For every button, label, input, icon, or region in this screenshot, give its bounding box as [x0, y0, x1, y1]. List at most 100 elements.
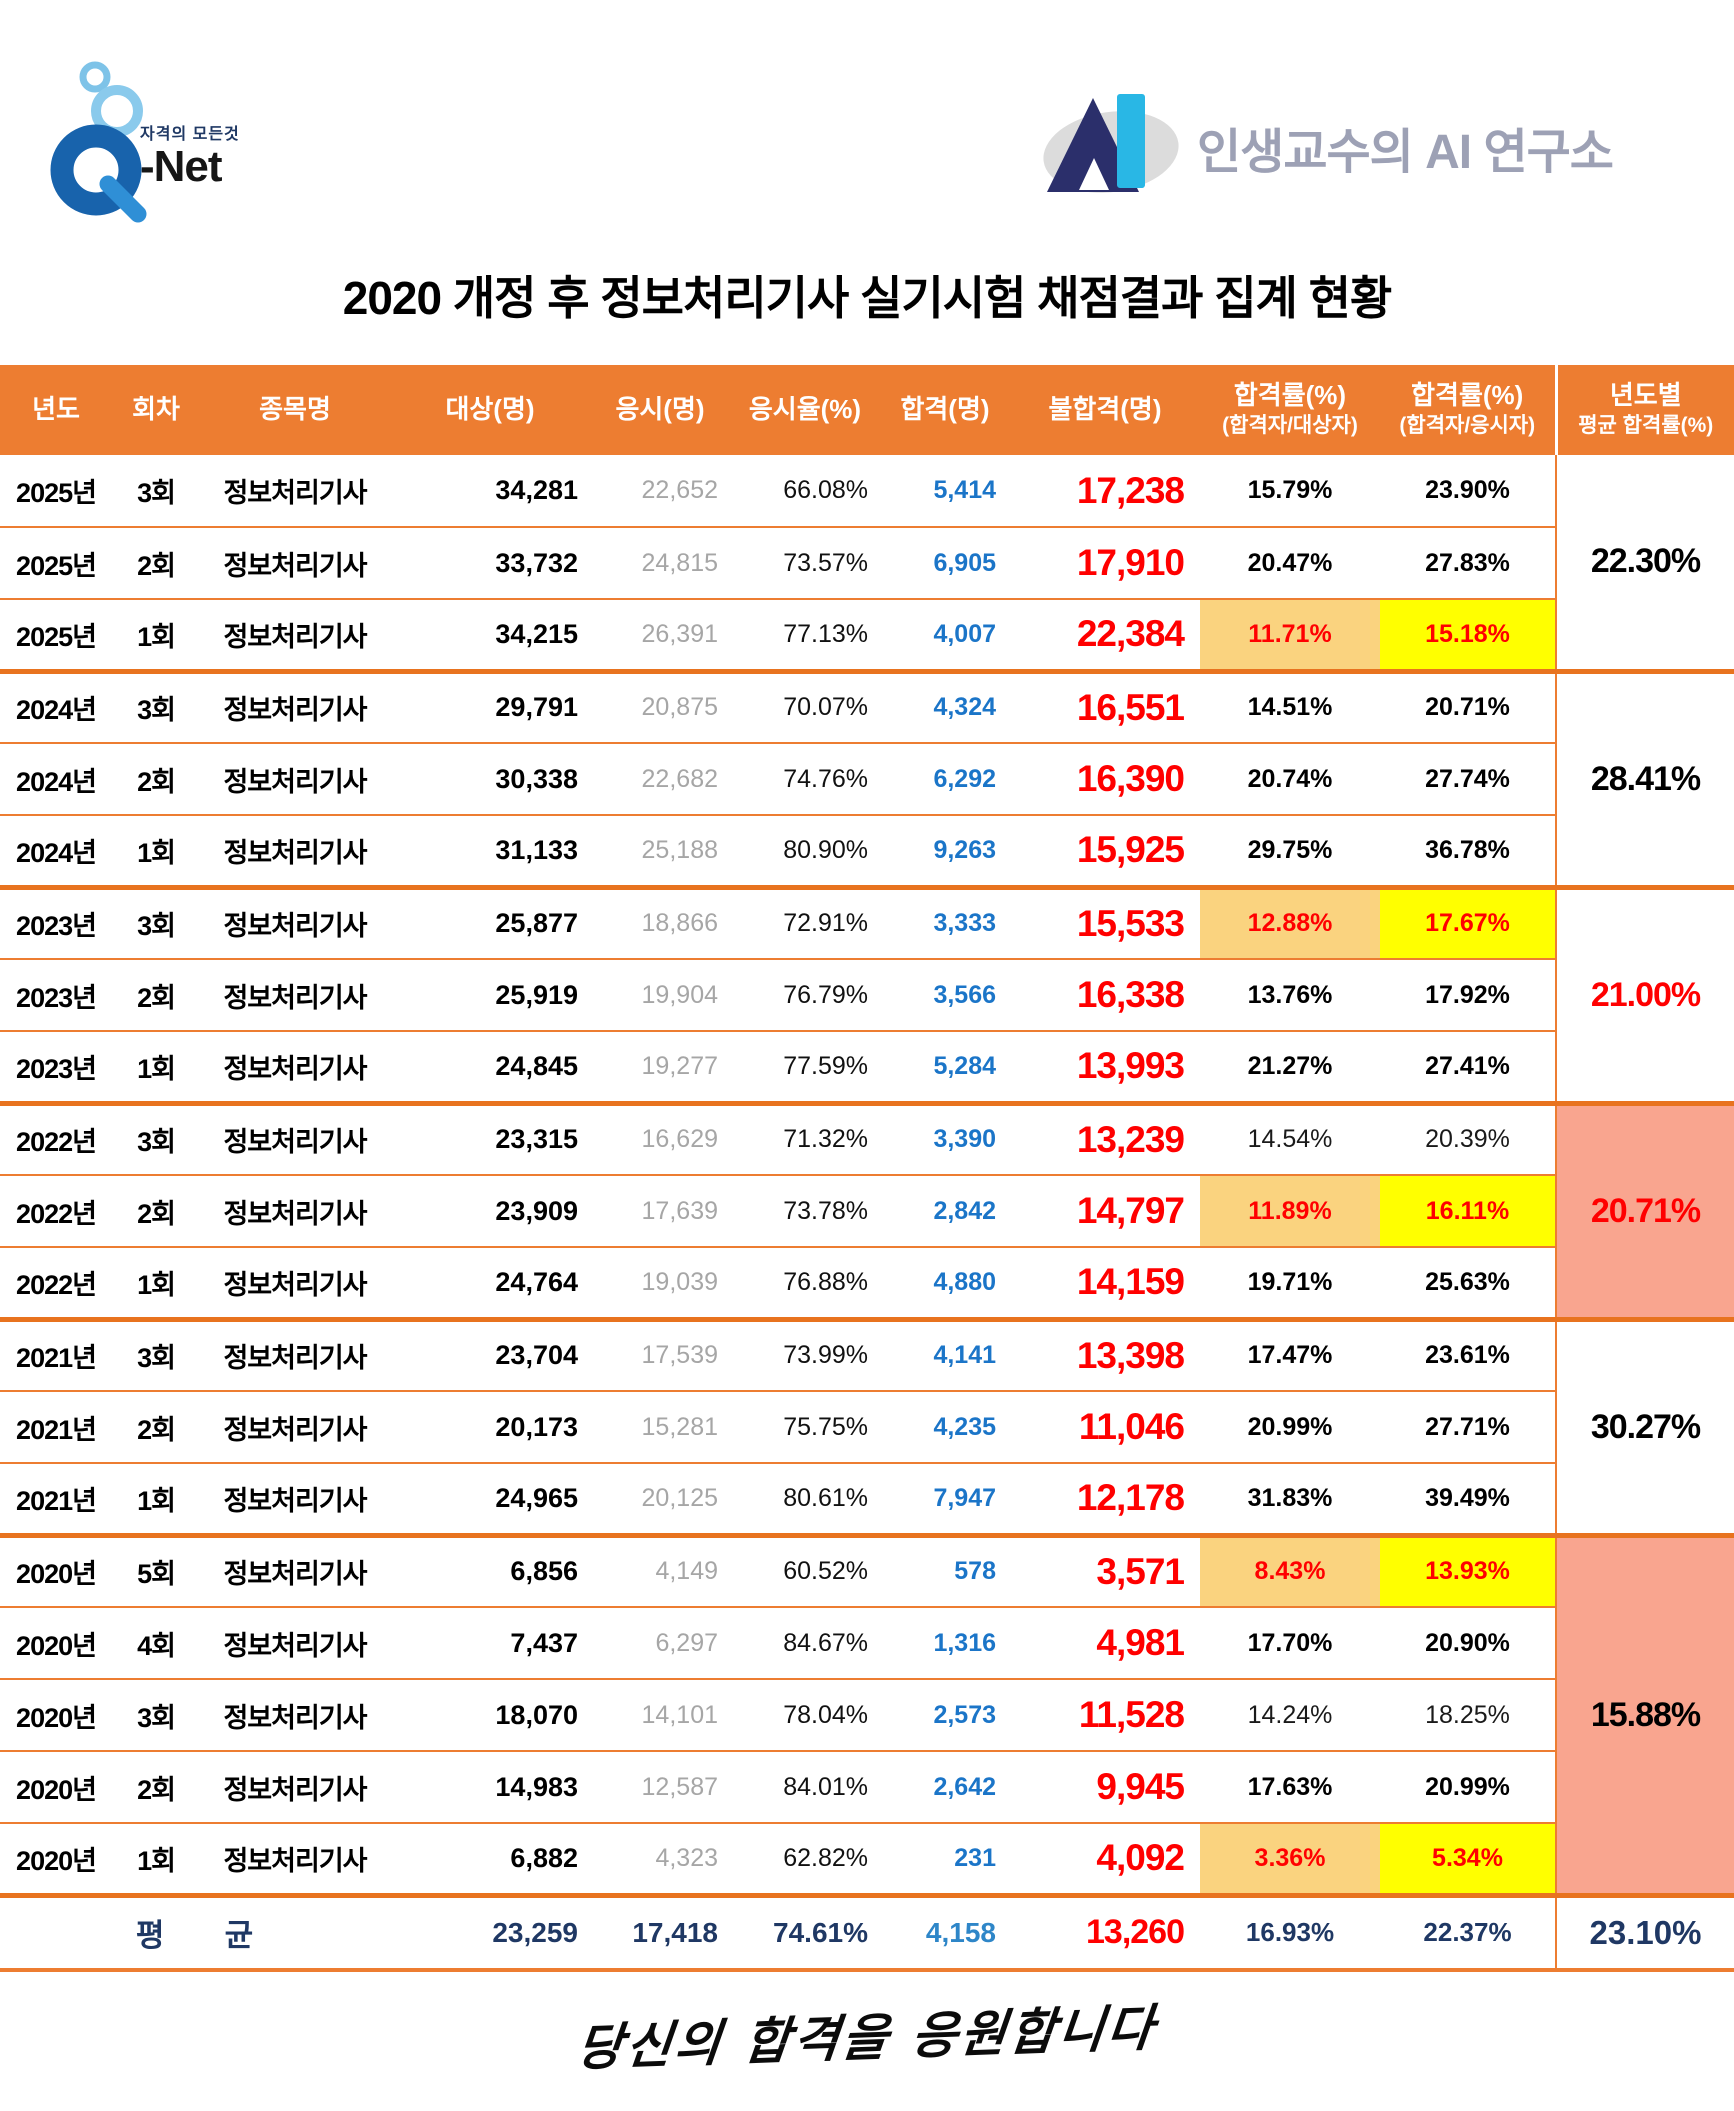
round-cell: 1회 — [112, 1246, 200, 1319]
target-count-cell: 14,983 — [390, 1750, 590, 1823]
failed-count-cell: 14,159 — [1010, 1246, 1200, 1319]
exam-row: 2023년 3회 정보처리기사 25,877 18,866 72.91% 3,333 15,5… — [0, 884, 1734, 1103]
subject-cell: 정보처리기사 — [200, 1174, 390, 1247]
apply-rate-cell: 80.61% — [730, 1462, 880, 1535]
subject-cell: 정보처리기사 — [200, 1030, 390, 1103]
round-cell: 3회 — [112, 668, 200, 743]
average-label: 평 균 — [0, 1892, 390, 1972]
pass-rate-per-applied-cell: 27.74% — [1380, 742, 1556, 815]
pass-rate-per-target-cell: 17.47% — [1200, 1316, 1380, 1391]
qnet-tagline: 자격의 모든것 — [140, 126, 240, 143]
year-cell: 2022년 — [0, 1246, 112, 1319]
failed-count-cell: 15,533 — [1010, 884, 1200, 959]
subject-cell: 정보처리기사 — [200, 1606, 390, 1679]
subject-cell: 정보처리기사 — [200, 1100, 390, 1175]
apply-rate-cell: 73.99% — [730, 1316, 880, 1391]
pass-rate-per-applied-cell: 18.25% — [1380, 1678, 1556, 1751]
column-header-3: 대상(명) — [390, 365, 590, 455]
column-header-6: 합격(명) — [880, 365, 1010, 455]
round-cell: 1회 — [112, 598, 200, 671]
pass-rate-per-applied-cell: 25.63% — [1380, 1246, 1556, 1319]
apply-rate-cell: 72.91% — [730, 884, 880, 959]
pass-rate-per-applied-cell: 17.92% — [1380, 958, 1556, 1031]
target-count-cell: 30,338 — [390, 742, 590, 815]
apply-rate-cell: 73.57% — [730, 526, 880, 599]
pass-rate-per-applied-cell: 39.49% — [1380, 1462, 1556, 1535]
year-cell: 2020년 — [0, 1678, 112, 1751]
failed-count-cell: 11,528 — [1010, 1678, 1200, 1751]
failed-count-cell: 13,398 — [1010, 1316, 1200, 1391]
page-title: 2020 개정 후 정보처리기사 실기시험 채점결과 집계 현황 — [342, 272, 1393, 324]
year-cell: 2023년 — [0, 884, 112, 959]
subject-cell: 정보처리기사 — [200, 1246, 390, 1319]
exam-row: 2025년 2회 정보처리기사 33,732 24,815 73.57% 6,905 17,9… — [0, 526, 1734, 599]
failed-count-cell: 17,238 — [1010, 455, 1200, 527]
failed-count-cell: 15,925 — [1010, 814, 1200, 887]
apply-rate-cell: 76.79% — [730, 958, 880, 1031]
passed-count-cell: 4,880 — [880, 1246, 1010, 1319]
pass-rate-per-applied-cell: 17.67% — [1380, 884, 1556, 959]
failed-count-cell: 9,945 — [1010, 1750, 1200, 1823]
results-table: 년도 회차 종목명 대상(명) 응시(명) 응시율(%) 합격(명) 불합격(명) 합격률(%)… — [0, 365, 1734, 1972]
year-cell: 2020년 — [0, 1532, 112, 1607]
failed-count-cell: 4,981 — [1010, 1606, 1200, 1679]
year-cell: 2020년 — [0, 1750, 112, 1823]
round-cell: 1회 — [112, 814, 200, 887]
year-cell: 2022년 — [0, 1100, 112, 1175]
passed-count-cell: 3,390 — [880, 1100, 1010, 1175]
round-cell: 3회 — [112, 884, 200, 959]
year-average-cell: 20.71% — [1555, 1100, 1734, 1319]
target-count-cell: 24,845 — [390, 1030, 590, 1103]
pass-rate-per-applied-cell: 27.41% — [1380, 1030, 1556, 1103]
column-header-1: 회차 — [112, 365, 200, 455]
passed-count-cell: 2,842 — [880, 1174, 1010, 1247]
apply-rate-cell: 70.07% — [730, 668, 880, 743]
overall-average-cell: 23.10% — [1555, 1892, 1734, 1972]
exam-row: 2025년 3회 정보처리기사 34,281 22,652 66.08% 5,414 17,2… — [0, 455, 1734, 671]
exam-row: 2020년 3회 정보처리기사 18,070 14,101 78.04% 2,573 11,5… — [0, 1678, 1734, 1751]
qnet-wordmark: -Net — [140, 142, 223, 191]
pass-rate-per-target-cell: 31.83% — [1200, 1462, 1380, 1535]
applied-count-cell: 17,639 — [590, 1174, 730, 1247]
pass-rate-per-target-cell: 19.71% — [1200, 1246, 1380, 1319]
year-average-cell: 15.88% — [1555, 1532, 1734, 1895]
target-count-cell: 31,133 — [390, 814, 590, 887]
column-header-4: 응시(명) — [590, 365, 730, 455]
average-target-cell: 23,259 — [390, 1892, 590, 1972]
applied-count-cell: 19,039 — [590, 1246, 730, 1319]
round-cell: 2회 — [112, 1390, 200, 1463]
year-cell: 2024년 — [0, 668, 112, 743]
pass-rate-per-target-cell: 17.70% — [1200, 1606, 1380, 1679]
applied-count-cell: 15,281 — [590, 1390, 730, 1463]
pass-rate-per-applied-cell: 27.71% — [1380, 1390, 1556, 1463]
exam-row: 2023년 2회 정보처리기사 25,919 19,904 76.79% 3,566 16,3… — [0, 958, 1734, 1031]
applied-count-cell: 24,815 — [590, 526, 730, 599]
failed-count-cell: 16,390 — [1010, 742, 1200, 815]
pass-rate-per-target-cell: 14.24% — [1200, 1678, 1380, 1751]
failed-count-cell: 3,571 — [1010, 1532, 1200, 1607]
subject-cell: 정보처리기사 — [200, 1390, 390, 1463]
year-average-cell: 22.30% — [1555, 455, 1734, 671]
average-pass-rate-per-target-cell: 16.93% — [1200, 1892, 1380, 1972]
subject-cell: 정보처리기사 — [200, 742, 390, 815]
year-cell: 2023년 — [0, 958, 112, 1031]
subject-cell: 정보처리기사 — [200, 1822, 390, 1895]
year-cell: 2023년 — [0, 1030, 112, 1103]
exam-row: 2020년 5회 정보처리기사 6,856 4,149 60.52% 578 3,571 8.4… — [0, 1532, 1734, 1895]
round-cell: 2회 — [112, 526, 200, 599]
subject-cell: 정보처리기사 — [200, 526, 390, 599]
exam-row: 2022년 1회 정보처리기사 24,764 19,039 76.88% 4,880 14,1… — [0, 1246, 1734, 1319]
signature-wrap: 당신의 합격을 응원합니다 — [0, 1998, 1734, 2077]
target-count-cell: 6,856 — [390, 1532, 590, 1607]
pass-rate-per-applied-cell: 36.78% — [1380, 814, 1556, 887]
ai-lab-logo: 인생교수의 AI 연구소 — [1035, 88, 1675, 203]
round-cell: 1회 — [112, 1462, 200, 1535]
exam-row: 2020년 1회 정보처리기사 6,882 4,323 62.82% 231 4,092 3.3… — [0, 1822, 1734, 1895]
apply-rate-cell: 75.75% — [730, 1390, 880, 1463]
average-passed-cell: 4,158 — [880, 1892, 1010, 1972]
average-pass-rate-per-applied-cell: 22.37% — [1380, 1892, 1556, 1972]
column-header-7: 불합격(명) — [1010, 365, 1200, 455]
subject-cell: 정보처리기사 — [200, 814, 390, 887]
exam-row: 2022년 2회 정보처리기사 23,909 17,639 73.78% 2,842 14,7… — [0, 1174, 1734, 1247]
pass-rate-per-applied-cell: 27.83% — [1380, 526, 1556, 599]
